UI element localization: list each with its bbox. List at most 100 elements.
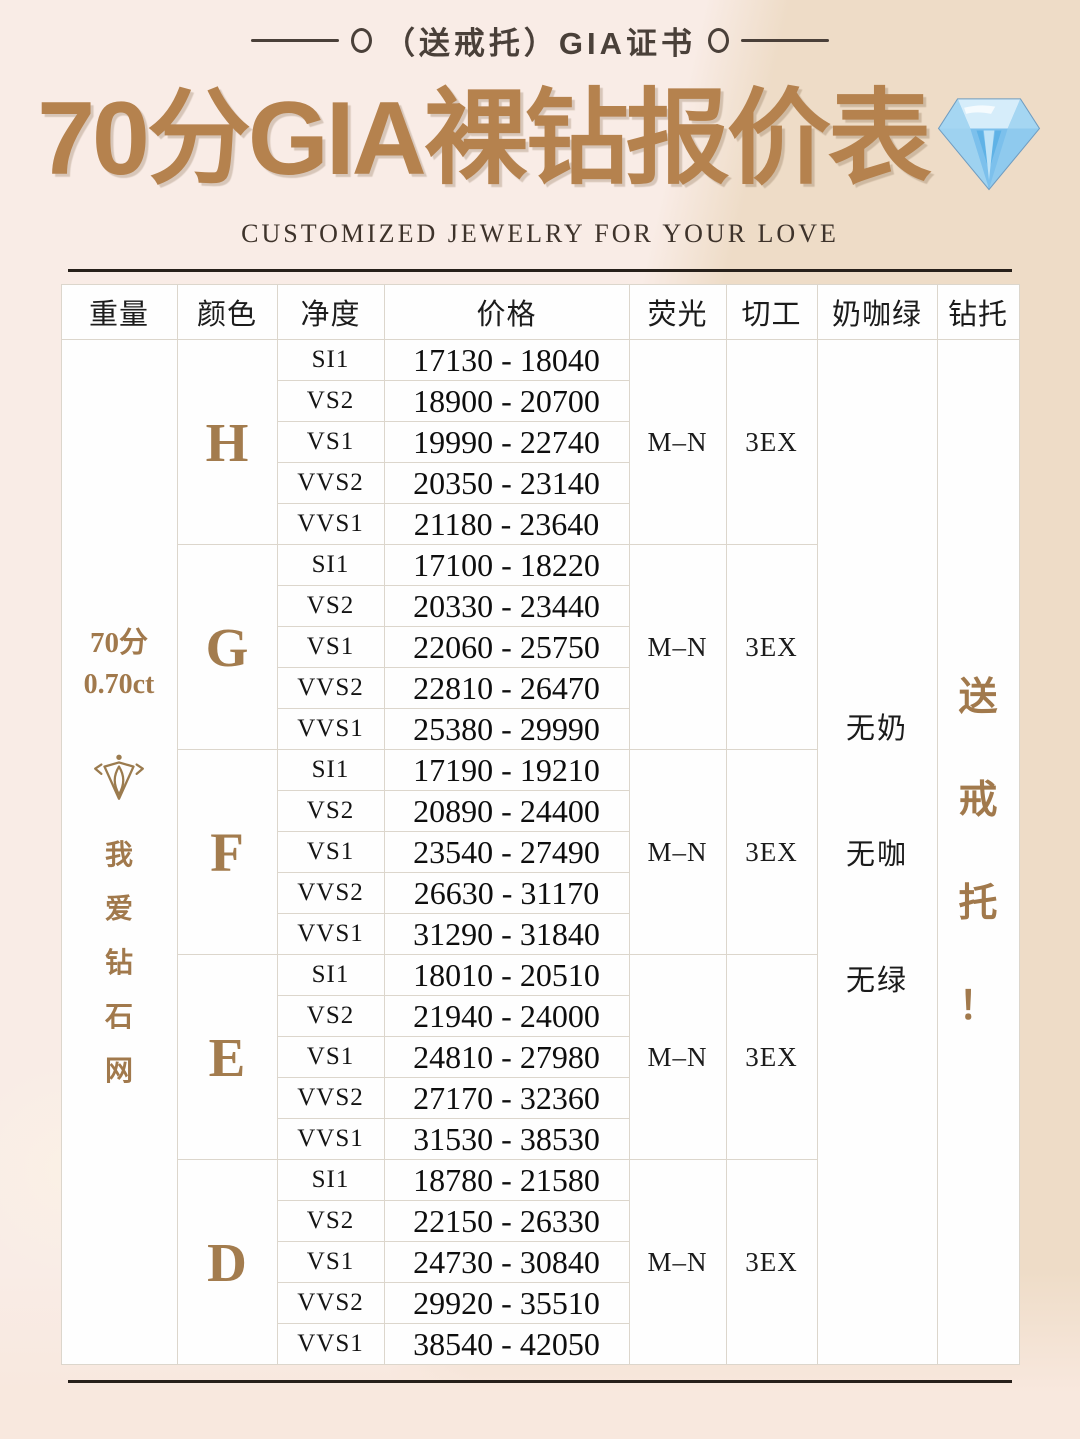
banner-ring-right: [708, 28, 730, 53]
clarity-cell: VVS2: [276, 667, 385, 710]
clarity-cell: VS1: [276, 626, 385, 669]
fluorescence-cell: M–N: [628, 544, 727, 751]
table-row: VS1 22060 - 25750: [61, 626, 1019, 669]
price-cell: 21180 - 23640: [383, 503, 630, 546]
banner-ring-left: [350, 28, 372, 53]
table-row: D SI1 18780 - 21580 M–N 3EX: [61, 1159, 1019, 1366]
cut-cell: 3EX: [725, 339, 818, 546]
price-cell: 22150 - 26330: [383, 1200, 630, 1243]
fluorescence-cell: M–N: [628, 954, 727, 1161]
cut-cell: 3EX: [725, 544, 818, 751]
price-cell: 22060 - 25750: [383, 626, 630, 669]
table-row: VVS1 25380 - 29990: [61, 708, 1019, 751]
clarity-cell: VVS2: [276, 462, 385, 505]
price-cell: 20350 - 23140: [383, 462, 630, 505]
table-row: VVS1 31290 - 31840: [61, 913, 1019, 956]
price-cell: 29920 - 35510: [383, 1282, 630, 1325]
clarity-cell: SI1: [276, 749, 385, 792]
cut-cell: 3EX: [725, 749, 818, 956]
brand-name-char: 爱: [104, 893, 133, 925]
column-header-fluorescence: 荧光: [628, 284, 727, 341]
weight-cell: 70分 0.70ct 我爱钻石网: [60, 339, 178, 1366]
table-row: VS1 19990 - 22740: [61, 421, 1019, 464]
clarity-cell: VS2: [276, 995, 385, 1038]
table-row: VS2 20890 - 24400: [61, 790, 1019, 833]
clarity-cell: VVS1: [276, 1118, 385, 1161]
price-cell: 20330 - 23440: [383, 585, 630, 628]
price-cell: 22810 - 26470: [383, 667, 630, 710]
table-row: E SI1 18010 - 20510 M–N 3EX: [61, 954, 1019, 1161]
subtitle: CUSTOMIZED JEWELRY FOR YOUR LOVE: [241, 219, 839, 249]
table-row: VS2 22150 - 26330: [61, 1200, 1019, 1243]
banner-label: （送戒托）GIA证书: [383, 26, 697, 61]
fluorescence-cell: M–N: [628, 1159, 727, 1366]
brand-name-char: 我: [104, 839, 133, 871]
clarity-cell: VS2: [276, 585, 385, 628]
clarity-cell: VVS2: [276, 1077, 385, 1120]
clarity-cell: VS1: [276, 1241, 385, 1284]
price-cell: 17190 - 19210: [383, 749, 630, 792]
ring-setting-cell: 送戒托 ！: [936, 339, 1020, 1366]
cut-cell: 3EX: [725, 1159, 818, 1366]
table-row: VVS1 21180 - 23640: [61, 503, 1019, 546]
price-cell: 24810 - 27980: [383, 1036, 630, 1079]
brand-logo: [91, 753, 147, 808]
clarity-cell: VVS2: [276, 1282, 385, 1325]
price-cell: 17130 - 18040: [383, 339, 630, 382]
price-cell: 26630 - 31170: [383, 872, 630, 915]
bottom-divider: [68, 1380, 1012, 1384]
clarity-cell: SI1: [276, 954, 385, 997]
table-row: 70分 0.70ct 我爱钻石网 H SI1 17130 - 18040 M–N 3EX 无奶无…: [60, 339, 1020, 1366]
mcg-item: 无绿: [845, 965, 908, 998]
clarity-cell: VVS2: [276, 872, 385, 915]
table-row: VS1 23540 - 27490: [61, 831, 1019, 874]
top-banner: （送戒托）GIA证书: [0, 0, 1080, 63]
price-cell: 21940 - 24000: [383, 995, 630, 1038]
clarity-cell: VS2: [276, 790, 385, 833]
poster: （送戒托）GIA证书 70分GIA裸钻报价表 CUSTOMIZED JEWELR…: [0, 0, 1080, 1384]
table-row: VVS2 29920 - 35510: [61, 1282, 1019, 1325]
table-row: VS1 24810 - 27980: [61, 1036, 1019, 1079]
clarity-cell: VVS1: [276, 913, 385, 956]
price-cell: 18010 - 20510: [383, 954, 630, 997]
mcg-item: 无咖: [845, 839, 908, 872]
table-row: VS1 24730 - 30840: [61, 1241, 1019, 1284]
clarity-cell: VS1: [276, 421, 385, 464]
fluorescence-cell: M–N: [628, 749, 727, 956]
table-row: VVS2 20350 - 23140: [61, 462, 1019, 505]
column-header-weight: 重量: [60, 284, 178, 341]
price-cell: 17100 - 18220: [383, 544, 630, 587]
price-cell: 19990 - 22740: [383, 421, 630, 464]
price-cell: 23540 - 27490: [383, 831, 630, 874]
price-cell: 24730 - 30840: [383, 1241, 630, 1284]
price-cell: 20890 - 24400: [383, 790, 630, 833]
milk-coffee-green-block: 无奶 无咖 无绿: [818, 705, 937, 999]
color-letter: D: [176, 1159, 278, 1366]
column-header-color: 颜色: [176, 284, 278, 341]
column-header-milk-coffee-green: 奶咖绿: [816, 284, 938, 341]
table-header-row: 重量 颜色 净度 价格 荧光 切工 奶咖绿 钻托: [60, 284, 1020, 341]
price-table: 重量 颜色 净度 价格 荧光 切工 奶咖绿 钻托 70分 0.70ct 我爱钻石网 H…: [60, 284, 1020, 1366]
table-row: VVS2 27170 - 32360: [61, 1077, 1019, 1120]
clarity-cell: VS1: [276, 831, 385, 874]
banner-line-left: [250, 39, 339, 42]
clarity-cell: SI1: [276, 544, 385, 587]
top-divider: [68, 269, 1012, 273]
clarity-cell: SI1: [276, 1159, 385, 1202]
clarity-cell: VS2: [276, 1200, 385, 1243]
clarity-cell: VS1: [276, 1036, 385, 1079]
table-row: VVS1 31530 - 38530: [61, 1118, 1019, 1161]
price-cell: 38540 - 42050: [383, 1323, 630, 1366]
color-letter: H: [176, 339, 278, 546]
brand-name-char: 石: [104, 1001, 133, 1033]
weight-value: 70分: [89, 626, 148, 659]
clarity-cell: SI1: [276, 339, 385, 382]
price-cell: 31290 - 31840: [383, 913, 630, 956]
ring-setting-block: 送戒托 ！: [938, 678, 1019, 1026]
color-letter: E: [176, 954, 278, 1161]
weight-block: 70分 0.70ct 我爱钻石网: [62, 619, 177, 1086]
column-header-price: 价格: [383, 284, 630, 341]
title-row: 70分GIA裸钻报价表: [0, 83, 1080, 195]
brand-name: 我爱钻石网: [104, 839, 133, 1086]
table-row: VVS1 38540 - 42050: [61, 1323, 1019, 1366]
